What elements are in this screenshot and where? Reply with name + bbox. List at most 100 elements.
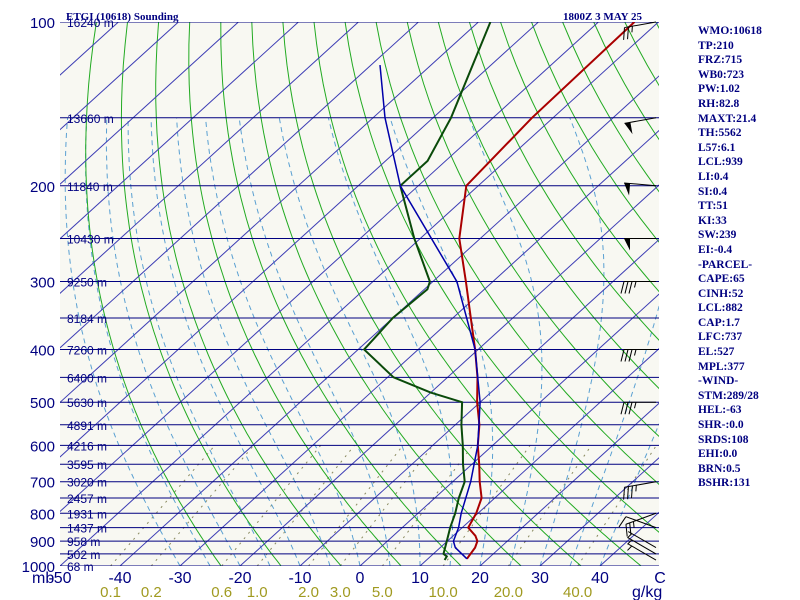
height-label: 7260 m [67,344,107,358]
height-label: 5630 m [67,396,107,410]
y-tick-label: 800 [30,506,55,523]
barb-half-flag [634,281,637,288]
wind-barb [624,117,657,135]
isotherm [359,293,659,566]
barb-flag [624,349,629,362]
stat-line: CINH:52 [698,287,744,300]
barb-half-flag [627,533,633,539]
barb-flag [627,26,629,40]
barb-flag [620,349,625,362]
barb-shaft [625,512,657,525]
stat-line: EI:-0.4 [698,243,733,256]
barb-flag [618,516,627,528]
mixing-ratio-label: 5.0 [372,584,393,600]
barb-flag [620,281,625,294]
isotherm [60,22,479,404]
stat-line: FRZ:715 [698,54,743,67]
barb-flag [628,281,633,294]
isotherm [539,457,659,566]
isotherms [60,22,659,566]
barb-shaft [628,537,657,555]
stat-line: HEL:-63 [698,404,742,417]
barb-half-flag [634,402,637,409]
x-tick-label: 10 [411,570,429,587]
mixing-ratio-label: 0.1 [100,584,121,600]
barb-shaft [624,21,657,29]
stat-line: L57:6.1 [698,141,736,154]
moist-adiabat [327,117,454,566]
stat-line: TH:5562 [698,127,742,140]
y-tick-label: 500 [30,395,55,412]
isotherm [60,22,299,240]
y-tick-label: 700 [30,475,55,492]
barb-flag [627,486,629,499]
wind-barb [627,543,657,561]
barb-pennant [624,238,630,251]
stat-line: LCL:882 [698,302,743,315]
stat-line: TP:210 [698,39,734,52]
height-label: 3595 m [67,458,107,472]
height-label: 1931 m [67,507,107,521]
height-label: 502 m [67,548,100,562]
stat-line: BRN:0.5 [698,462,741,475]
mixing-ratio-unit: g/kg [632,584,662,600]
y-axis-unit: mb [32,570,54,587]
x-tick-label: 20 [471,570,489,587]
height-label: 9250 m [67,276,107,290]
isotherm [60,22,659,566]
barb-pennant [624,182,631,196]
moist-adiabat [176,117,331,566]
barb-flag [628,402,633,415]
isotherm [60,22,419,349]
mixing-ratio-label: 10.0 [429,584,458,600]
barb-half-flag [627,545,633,551]
stat-line: MPL:377 [698,360,745,373]
mixing-ratio-label: 20.0 [494,584,523,600]
stats-panel: WMO:10618 TP:210 FRZ:715 WB0:723 PW:1.02 RH:8… [698,24,798,491]
barb-shaft [625,516,657,529]
stat-line: EHI:0.0 [698,448,738,461]
mixing-ratio-label: 3.0 [330,584,351,600]
moist-adiabat [85,117,211,566]
stat-line: -PARCEL- [698,258,753,271]
stat-line: BSHR:131 [698,477,751,490]
isotherm [419,348,659,566]
stat-line: SI:0.4 [698,185,728,198]
stat-line: CAPE:65 [698,273,745,286]
isotherm [239,184,659,566]
y-tick-label: 400 [30,343,55,360]
wind-barb [618,516,657,529]
barb-shaft [628,543,657,561]
isotherm [479,402,659,566]
x-axis-unit: C [654,570,666,587]
stat-line: STM:289/28 [698,389,759,402]
isotherm [299,238,659,566]
wind-barbs [618,21,657,561]
stat-line: SRDS:108 [698,433,749,446]
x-tick-label: -50 [48,570,71,587]
barb-shaft [624,481,657,488]
isotherm [179,129,659,566]
height-labels: 16240 m 13660 m 11840 m 10430 m 9250 m 8184 m… [67,16,114,574]
sounding-time: 1800Z 3 MAY 25 [563,11,642,23]
moist-adiabats [64,117,659,566]
height-label: 4216 m [67,439,107,453]
wind-barb [623,21,657,40]
mixing-ratio-label: 40.0 [563,584,592,600]
moist-adiabat [105,117,241,566]
mixing-ratio-label: 0.6 [211,584,232,600]
y-tick-label: 100 [30,15,55,32]
barb-flag [628,349,633,362]
mixing-ratio-line [221,444,322,566]
barb-shaft [624,182,657,187]
x-tick-label: 40 [591,570,609,587]
stat-line: -WIND- [698,375,739,388]
height-label: 16240 m [67,16,114,30]
height-label: 8184 m [67,312,107,326]
moist-adiabat [238,117,391,566]
wind-barb [624,182,657,196]
barb-flag [623,27,625,40]
stat-line: PW:1.02 [698,83,740,96]
barb-pennant [624,122,633,135]
